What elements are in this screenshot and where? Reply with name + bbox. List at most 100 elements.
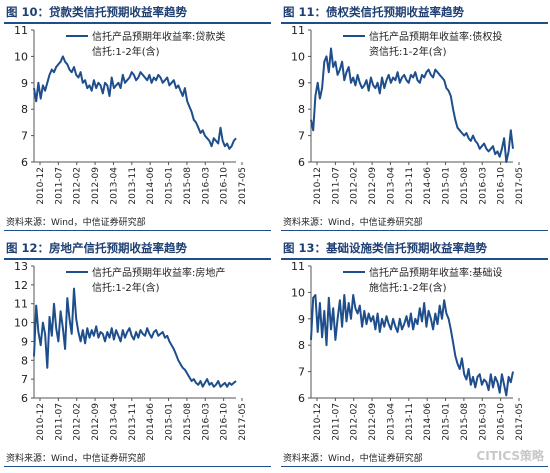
y-tick-label: 12 bbox=[14, 279, 28, 292]
x-tick-label: 2013-04 bbox=[386, 403, 396, 441]
x-tick-label: 2017-05 bbox=[238, 403, 248, 441]
x-tick-label: 2015-08 bbox=[183, 403, 193, 441]
chart-panel-11: 图 11：债权类信托预期收益率趋势 6 7 8 9 10 11 2010-12 2011-07… bbox=[281, 2, 548, 234]
source-note: 资料来源：Wind，中信证券研究部 bbox=[6, 218, 146, 228]
x-tick-label: 2016-03 bbox=[478, 403, 488, 441]
x-tick-label: 2017-05 bbox=[515, 167, 525, 205]
chart-panel-12: 图 12：房地产信托预期收益率趋势 6 7 8 9 10 11 12 13 2010-12 201… bbox=[4, 238, 271, 470]
x-tick-label: 2012-02 bbox=[350, 403, 360, 441]
divider bbox=[281, 230, 548, 231]
legend-label: 信托产品预期年收益率:基础设 bbox=[369, 266, 502, 279]
x-tick-label: 2011-07 bbox=[54, 167, 64, 205]
x-tick-label: 2013-11 bbox=[128, 167, 138, 205]
y-tick-label: 10 bbox=[291, 50, 305, 63]
x-tick-label: 2010-12 bbox=[36, 403, 46, 441]
x-tick-label: 2012-02 bbox=[73, 403, 83, 441]
y-tick-label: 13 bbox=[14, 260, 28, 273]
y-tick-label: 8 bbox=[298, 339, 305, 352]
y-tick-label: 6 bbox=[298, 392, 305, 405]
x-tick-label: 2015-01 bbox=[442, 403, 452, 441]
x-tick-label: 2015-08 bbox=[460, 403, 470, 441]
y-tick-label: 9 bbox=[298, 313, 305, 326]
series-line bbox=[33, 55, 237, 150]
x-tick-label: 2014-06 bbox=[423, 167, 433, 205]
x-tick-label: 2014-06 bbox=[146, 403, 156, 441]
x-tick-label: 2011-07 bbox=[331, 167, 341, 205]
x-tick-label: 2015-08 bbox=[460, 167, 470, 205]
x-tick-label: 2015-01 bbox=[165, 403, 175, 441]
x-tick-label: 2016-10 bbox=[497, 167, 507, 205]
x-tick-label: 2012-09 bbox=[368, 403, 378, 441]
series-line bbox=[33, 287, 237, 388]
panel-header: 图 11：债权类信托预期收益率趋势 bbox=[281, 2, 548, 24]
x-tick-label: 2012-09 bbox=[91, 167, 101, 205]
x-tick-label: 2013-11 bbox=[128, 403, 138, 441]
legend-label: 信托产品预期年收益率:债权投 bbox=[369, 30, 502, 43]
x-tick-label: 2015-01 bbox=[442, 167, 452, 205]
y-tick-label: 9 bbox=[298, 77, 305, 90]
x-tick-label: 2012-02 bbox=[73, 167, 83, 205]
legend-label: 资信托:1-2年(含) bbox=[369, 45, 447, 58]
x-tick-label: 2016-03 bbox=[201, 403, 211, 441]
line-chart-loan: 6 7 8 9 10 11 2010-12 2011-07 2012-02 2012-09 2013… bbox=[14, 24, 248, 205]
y-tick-label: 11 bbox=[291, 260, 305, 273]
x-tick-label: 2013-11 bbox=[405, 403, 415, 441]
y-tick-label: 11 bbox=[14, 298, 28, 311]
divider bbox=[4, 230, 271, 231]
y-tick-label: 10 bbox=[14, 50, 28, 63]
y-tick-label: 11 bbox=[14, 24, 28, 37]
line-chart-infrastructure: 6 7 8 9 10 11 2010-12 2011-07 2012-02 2012-09 2013… bbox=[291, 260, 525, 441]
y-tick-label: 6 bbox=[21, 392, 28, 405]
x-tick-label: 2013-04 bbox=[109, 167, 119, 205]
source-note: 资料来源：Wind，中信证券研究部 bbox=[283, 218, 423, 228]
panel-title: 图 11：债权类信托预期收益率趋势 bbox=[283, 5, 465, 19]
panel-header: 图 10：贷款类信托预期收益率趋势 bbox=[4, 2, 271, 24]
y-tick-label: 8 bbox=[298, 103, 305, 116]
divider bbox=[281, 466, 548, 467]
y-tick-label: 10 bbox=[14, 317, 28, 330]
divider bbox=[4, 466, 271, 467]
x-tick-label: 2010-12 bbox=[313, 403, 323, 441]
y-tick-label: 8 bbox=[21, 103, 28, 116]
panel-title: 图 10：贷款类信托预期收益率趋势 bbox=[6, 5, 188, 19]
panel-header: 图 12：房地产信托预期收益率趋势 bbox=[4, 238, 271, 260]
source-note: 资料来源：Wind，中信证券研究部 bbox=[6, 454, 146, 464]
y-tick-label: 8 bbox=[21, 354, 28, 367]
line-chart-real-estate: 6 7 8 9 10 11 12 13 2010-12 2011-07 2012-02 2012-09… bbox=[14, 260, 248, 441]
y-tick-label: 11 bbox=[291, 24, 305, 37]
x-tick-label: 2011-07 bbox=[54, 403, 64, 441]
legend-label: 信托:1-2年(含) bbox=[92, 281, 160, 294]
x-tick-label: 2013-11 bbox=[405, 167, 415, 205]
x-tick-label: 2013-04 bbox=[109, 403, 119, 441]
y-tick-label: 7 bbox=[21, 373, 28, 386]
x-tick-label: 2016-03 bbox=[478, 167, 488, 205]
x-tick-label: 2014-06 bbox=[146, 167, 156, 205]
x-tick-label: 2010-12 bbox=[313, 167, 323, 205]
legend-label: 信托产品预期年收益率:贷款类 bbox=[92, 30, 225, 43]
x-tick-label: 2017-05 bbox=[238, 167, 248, 205]
panel-header: 图 13：基础设施类信托预期收益率趋势 bbox=[281, 238, 548, 260]
series-line bbox=[310, 47, 514, 163]
legend-label: 信托产品预期年收益率:房地产 bbox=[92, 266, 225, 279]
x-tick-label: 2014-06 bbox=[423, 403, 433, 441]
x-tick-label: 2013-04 bbox=[386, 167, 396, 205]
x-tick-label: 2011-07 bbox=[331, 403, 341, 441]
x-tick-label: 2012-09 bbox=[368, 167, 378, 205]
y-tick-label: 10 bbox=[291, 286, 305, 299]
x-tick-label: 2010-12 bbox=[36, 167, 46, 205]
panel-title: 图 13：基础设施类信托预期收益率趋势 bbox=[283, 241, 488, 255]
line-chart-debt: 6 7 8 9 10 11 2010-12 2011-07 2012-02 2012-09 2013… bbox=[291, 24, 525, 205]
y-tick-label: 6 bbox=[21, 156, 28, 169]
x-tick-label: 2016-03 bbox=[201, 167, 211, 205]
panel-title: 图 12：房地产信托预期收益率趋势 bbox=[6, 241, 188, 255]
x-tick-label: 2016-10 bbox=[497, 403, 507, 441]
x-tick-label: 2012-02 bbox=[350, 167, 360, 205]
y-tick-label: 7 bbox=[21, 130, 28, 143]
legend-label: 施信托:1-2年(含) bbox=[369, 281, 447, 294]
chart-panel-10: 图 10：贷款类信托预期收益率趋势 6 7 8 9 10 11 2010-12 2011-07… bbox=[4, 2, 271, 234]
x-tick-label: 2016-10 bbox=[220, 403, 230, 441]
x-tick-label: 2015-01 bbox=[165, 167, 175, 205]
series-line bbox=[310, 294, 514, 397]
legend-label: 信托:1-2年(含) bbox=[92, 45, 160, 58]
watermark-text: CITICS策略 bbox=[476, 449, 544, 463]
